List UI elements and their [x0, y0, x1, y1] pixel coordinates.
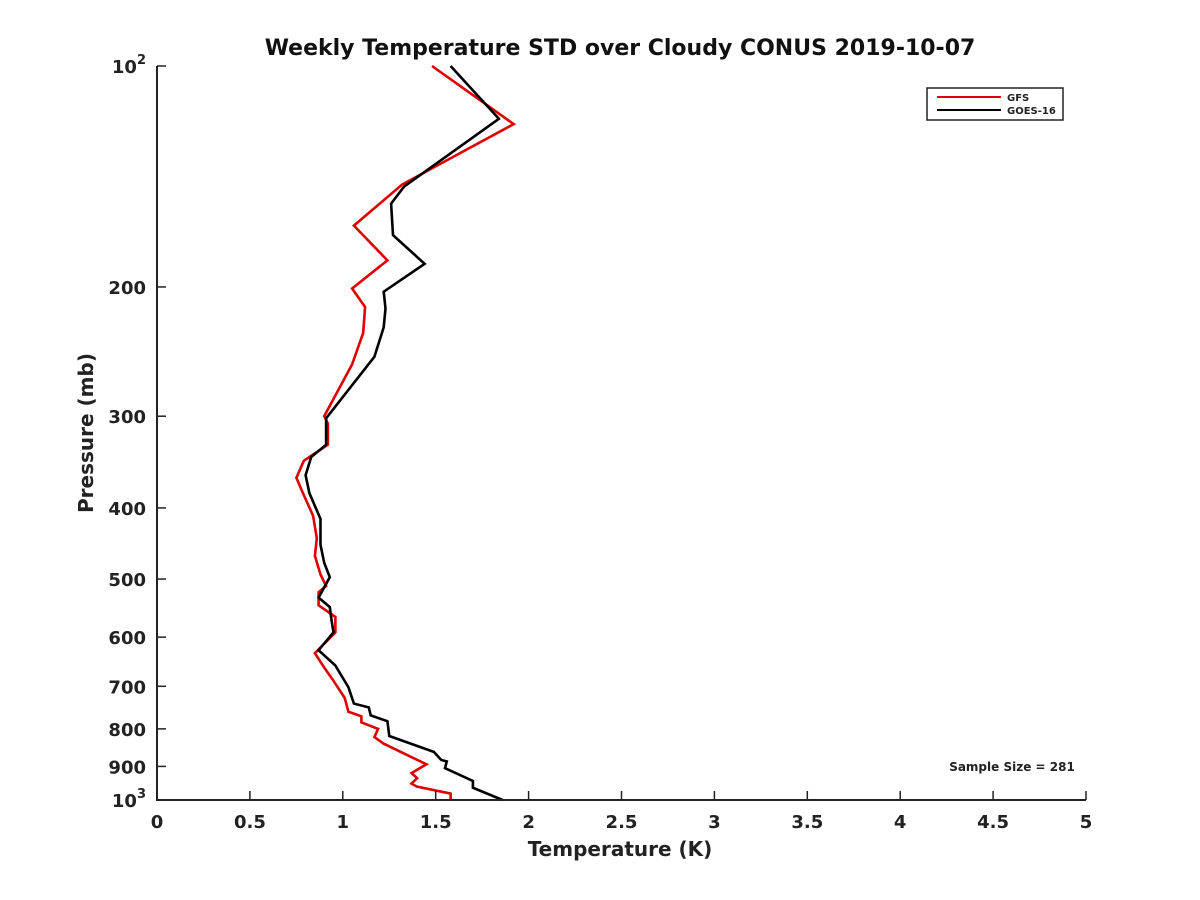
y-tick-label: 700	[108, 677, 146, 698]
y-axis-label: Pressure (mb)	[74, 353, 98, 513]
legend: GFS GOES-16	[926, 87, 1064, 121]
legend-label-goes16: GOES-16	[1007, 106, 1056, 117]
legend-label-gfs: GFS	[1007, 93, 1029, 104]
x-tick-label: 0.5	[234, 812, 266, 833]
series-line-goes16	[304, 65, 504, 802]
x-tick-label: 3.5	[791, 812, 823, 833]
x-tick-label: 3	[708, 812, 721, 833]
chart-title: Weekly Temperature STD over Cloudy CONUS…	[265, 36, 976, 61]
y-tick-label: 400	[108, 499, 146, 520]
x-tick-label: 2	[522, 812, 535, 833]
x-tick-label: 4	[894, 812, 907, 833]
legend-box	[926, 87, 1064, 121]
series-line-gfs	[294, 64, 517, 800]
x-tick-label: 4.5	[977, 812, 1009, 833]
y-tick-label: 102	[112, 53, 146, 78]
series-layer	[294, 64, 517, 802]
y-tick-label: 600	[108, 628, 146, 649]
y-tick-label: 900	[108, 757, 146, 778]
x-tick-label: 1	[337, 812, 350, 833]
x-tick-label: 5	[1080, 812, 1093, 833]
y-tick-label: 103	[112, 787, 146, 812]
y-tick-label: 500	[108, 570, 146, 591]
x-axis-label: Temperature (K)	[528, 837, 713, 861]
x-ticks: 0 0.5 1 1.5 2 2.5 3 3.5 4 4.5 5	[151, 791, 1093, 833]
x-tick-label: 0	[151, 812, 164, 833]
y-tick-label: 300	[108, 407, 146, 428]
y-tick-label: 800	[108, 720, 146, 741]
x-tick-label: 2.5	[606, 812, 638, 833]
y-tick-label: 200	[108, 278, 146, 299]
x-tick-label: 1.5	[420, 812, 452, 833]
sample-size-annotation: Sample Size = 281	[949, 760, 1075, 774]
y-ticks: 102 200 300 400 500 600 700 800 900 103	[108, 53, 166, 812]
